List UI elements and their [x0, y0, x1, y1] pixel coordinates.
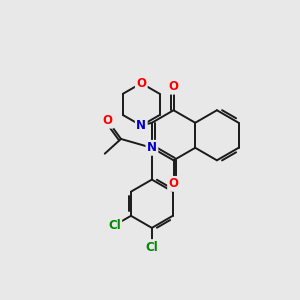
Text: N: N: [136, 119, 146, 132]
Text: O: O: [169, 80, 178, 93]
Text: O: O: [136, 77, 146, 90]
Text: Cl: Cl: [146, 241, 158, 254]
Text: O: O: [169, 177, 178, 190]
Text: N: N: [147, 141, 157, 154]
Text: O: O: [103, 114, 113, 127]
Text: Cl: Cl: [108, 219, 121, 232]
